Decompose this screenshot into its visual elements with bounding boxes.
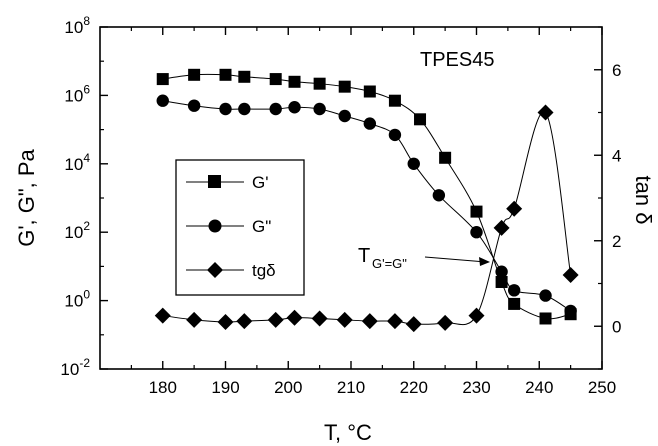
data-point-tan-delta [286,309,303,326]
x-tick-label: 250 [588,378,616,397]
data-point-g-prime [238,70,251,83]
x-tick-label: 200 [274,378,302,397]
data-point-tan-delta [562,266,579,283]
y-axis-label-left: G', G", Pa [14,148,39,246]
data-point-tan-delta [468,307,485,324]
y-left-tick-label: 104 [64,151,90,174]
x-tick-label: 180 [149,378,177,397]
legend-label-tan-delta: tgδ [252,261,276,280]
data-point-g-double-prime [495,265,508,278]
data-point-g-prime [539,312,552,325]
data-point-g-double-prime [407,157,420,170]
data-point-g-double-prime [470,226,483,239]
series-layer [154,68,579,333]
data-point-tan-delta [217,313,234,330]
x-tick-label: 210 [337,378,365,397]
data-point-tan-delta [506,200,523,217]
data-point-tan-delta [186,311,203,328]
ticks-layer: 180 190 200 210 220 230 240 25010-2100102104106… [60,14,621,397]
legend-label-g-prime: G' [252,173,268,192]
y-right-tick-label: 2 [612,232,621,251]
x-tick-label: 190 [211,378,239,397]
data-point-g-double-prime [288,101,301,114]
legend-box [175,159,305,296]
data-point-tan-delta [311,310,328,327]
data-point-tan-delta [154,307,171,324]
crossover-arrow-line [424,256,487,263]
data-point-g-prime [269,73,282,86]
crossover-subscript: G'=G" [372,256,407,271]
y-left-tick-label: 100 [64,288,90,311]
data-point-tan-delta [405,316,422,333]
data-point-g-double-prime [238,102,251,116]
data-point-tan-delta [336,311,353,328]
data-point-g-prime [219,68,232,81]
data-point-g-double-prime [564,304,577,318]
data-point-g-double-prime [219,102,232,116]
data-point-g-prime [470,205,483,218]
data-point-g-double-prime [432,189,446,202]
data-point-tan-delta [386,313,403,330]
data-point-g-prime [363,85,376,98]
data-point-g-double-prime [269,102,282,116]
data-point-g-prime [495,275,508,288]
data-point-g-prime [439,151,452,164]
data-point-g-double-prime [338,109,351,123]
legend-marker-g-double-prime [208,219,222,233]
y-right-tick-label: 4 [612,146,621,165]
data-point-g-double-prime [313,102,326,116]
y-left-tick-label: 10-2 [60,356,90,379]
data-point-g-prime [338,80,351,93]
crossover-label: T [358,245,370,267]
data-point-g-prime [188,68,201,81]
data-point-g-prime [388,94,401,107]
data-point-g-double-prime [156,94,169,107]
y-left-tick-label: 106 [64,82,90,105]
data-point-tan-delta [267,311,284,328]
data-point-g-double-prime [507,284,521,297]
data-point-g-double-prime [539,289,552,302]
data-point-tan-delta [236,313,253,330]
data-point-g-prime [288,75,301,88]
y-left-tick-label: 108 [64,14,90,37]
crossover-annotation: T G'=G" [358,245,490,271]
x-tick-label: 240 [525,378,553,397]
y-left-tick-label: 102 [64,219,90,242]
data-point-g-double-prime [187,99,201,112]
legend-marker-g-prime [208,175,221,188]
data-point-g-prime [313,77,326,90]
data-point-tan-delta [537,104,554,121]
x-tick-label: 220 [400,378,428,397]
data-point-g-double-prime [388,128,402,142]
annotation-title: TPES45 [420,49,494,71]
y-axis-label-right: tan δ [631,176,656,225]
crossover-arrowhead [479,257,490,266]
data-point-g-prime [508,297,521,310]
data-point-g-double-prime [363,117,377,130]
data-point-tan-delta [493,219,510,236]
data-point-tan-delta [437,314,454,331]
data-point-tan-delta [361,313,378,330]
data-point-g-prime [156,73,169,86]
legend-label-g-double-prime: G" [252,217,271,236]
legend-marker-tan-delta [207,262,223,278]
y-right-tick-label: 6 [612,61,621,80]
x-tick-label: 230 [462,378,490,397]
x-axis-label: T, °C [324,420,372,445]
legend: G' G" tgδ [175,159,305,296]
data-point-g-prime [414,113,427,126]
y-right-tick-label: 0 [612,317,621,336]
